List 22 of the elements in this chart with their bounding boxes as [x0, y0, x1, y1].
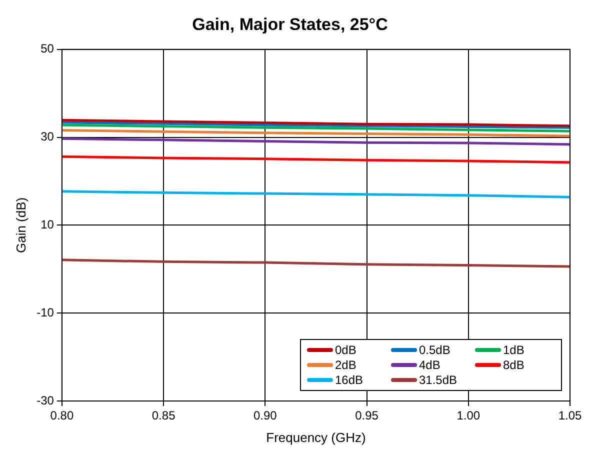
x-axis-title: Frequency (GHz) — [266, 430, 366, 445]
legend-label: 1dB — [503, 343, 524, 357]
legend-label: 8dB — [503, 358, 524, 372]
x-tick-label: 1.05 — [558, 408, 582, 423]
legend-label: 4dB — [419, 358, 440, 372]
x-tick-label: 1.00 — [456, 408, 480, 423]
chart-title: Gain, Major States, 25°C — [192, 14, 388, 34]
x-tick-label: 0.95 — [355, 408, 379, 423]
legend-label: 0.5dB — [419, 343, 450, 357]
x-tick-label: 0.85 — [152, 408, 176, 423]
y-tick-label: -10 — [36, 305, 54, 320]
y-tick-label: 10 — [40, 218, 54, 232]
y-tick-label: 30 — [40, 130, 54, 144]
legend-label: 16dB — [335, 373, 364, 387]
y-tick-label: -30 — [36, 393, 54, 408]
y-axis-title: Gain (dB) — [13, 197, 28, 254]
legend-label: 0dB — [335, 343, 356, 357]
x-tick-label: 0.90 — [253, 408, 278, 423]
legend-label: 2dB — [335, 358, 356, 372]
legend-label: 31.5dB — [419, 373, 458, 387]
y-tick-label: 50 — [40, 42, 54, 56]
x-tick-label: 0.80 — [50, 408, 74, 423]
